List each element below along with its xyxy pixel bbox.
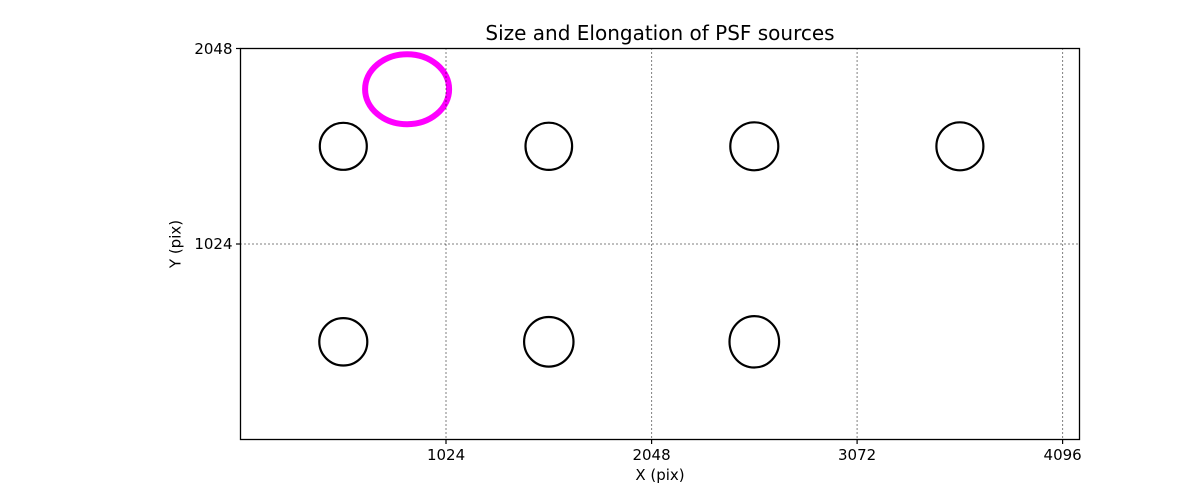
psf-source [729,121,780,172]
x-tick-label: 1024 [426,445,466,464]
x-tick-label: 2048 [632,445,671,464]
y-axis-label: Y (pix) [166,219,185,269]
y-tick-label: 2048 [194,39,233,58]
highlighted-psf-source [362,51,453,128]
psf-source [522,315,575,368]
y-tick-label: 1024 [194,235,233,253]
x-tick-label: 4096 [1043,445,1082,464]
psf-ellipses [318,51,985,369]
axis-ticks [236,47,1064,444]
gridlines [240,48,1080,440]
x-axis-label: X (pix) [635,466,685,484]
chart-title: Size and Elongation of PSF sources [485,21,835,45]
psf-source [318,316,369,367]
psf-source [728,314,781,369]
psf-source [318,121,368,171]
x-tick-label: 3072 [838,445,877,464]
psf-source [524,121,574,172]
plot-border [239,47,1081,441]
psf-source [935,121,985,172]
